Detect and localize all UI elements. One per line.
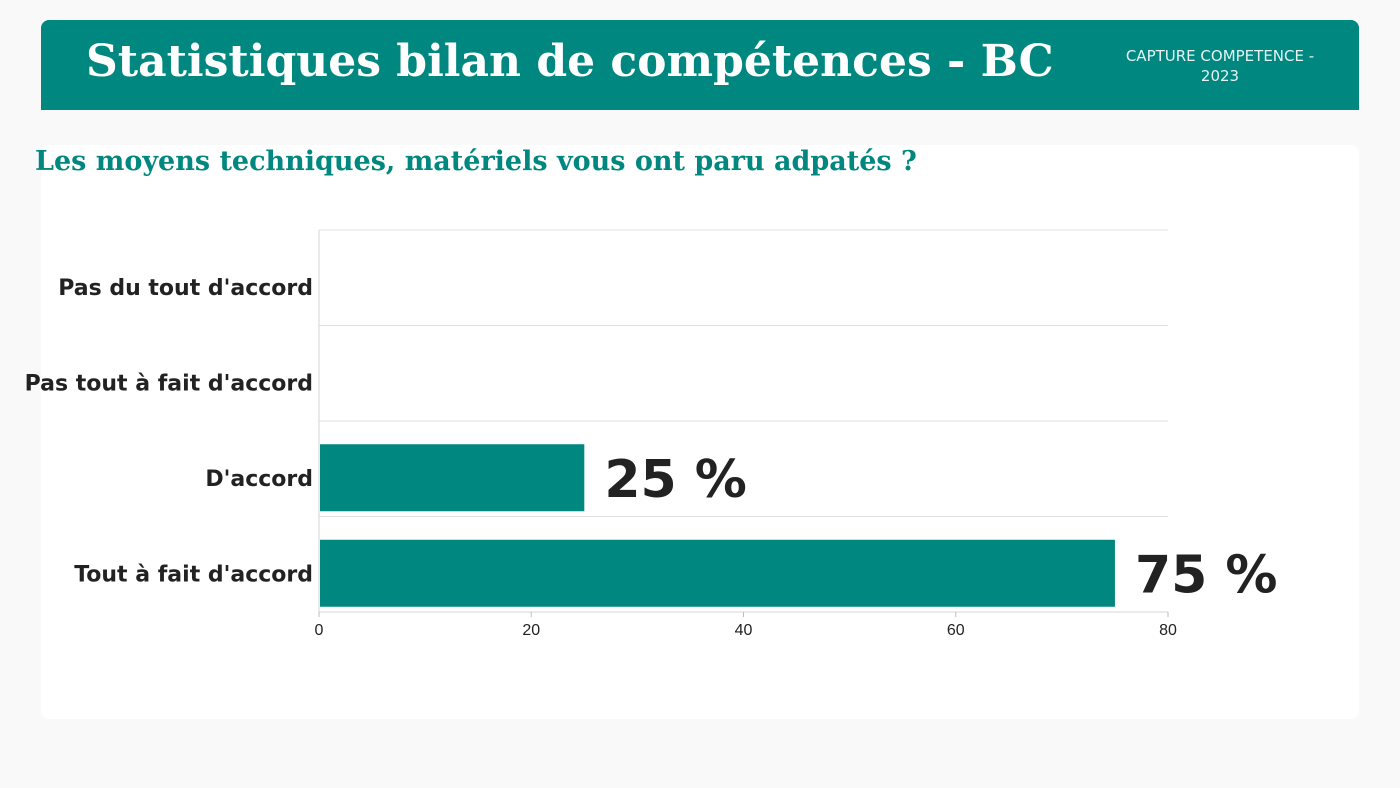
category-label: Pas du tout d'accord: [58, 276, 313, 301]
bar: [320, 444, 585, 512]
data-label: 25 %: [604, 450, 747, 510]
header-banner: Statistiques bilan de compétences - BC C…: [41, 20, 1359, 110]
chart-card: [41, 145, 1359, 719]
x-tick-label: 40: [735, 622, 753, 639]
header-badge-line-1: CAPTURE COMPETENCE -: [1125, 47, 1315, 65]
header-badge-line-2: 2023: [1200, 67, 1240, 85]
category-label: Tout à fait d'accord: [74, 562, 313, 587]
header-badge: CAPTURE COMPETENCE - 2023: [1109, 46, 1331, 86]
category-label: D'accord: [205, 467, 313, 492]
x-tick-label: 80: [1159, 622, 1177, 639]
data-label: 75 %: [1135, 545, 1278, 605]
question-title: Les moyens techniques, matériels vous on…: [35, 146, 917, 177]
category-label: Pas tout à fait d'accord: [25, 371, 313, 396]
page-title: Statistiques bilan de compétences - BC: [86, 36, 1054, 87]
bar: [320, 539, 1115, 607]
x-tick-label: 0: [315, 622, 324, 639]
x-tick-label: 60: [947, 622, 965, 639]
x-tick-label: 20: [522, 622, 540, 639]
